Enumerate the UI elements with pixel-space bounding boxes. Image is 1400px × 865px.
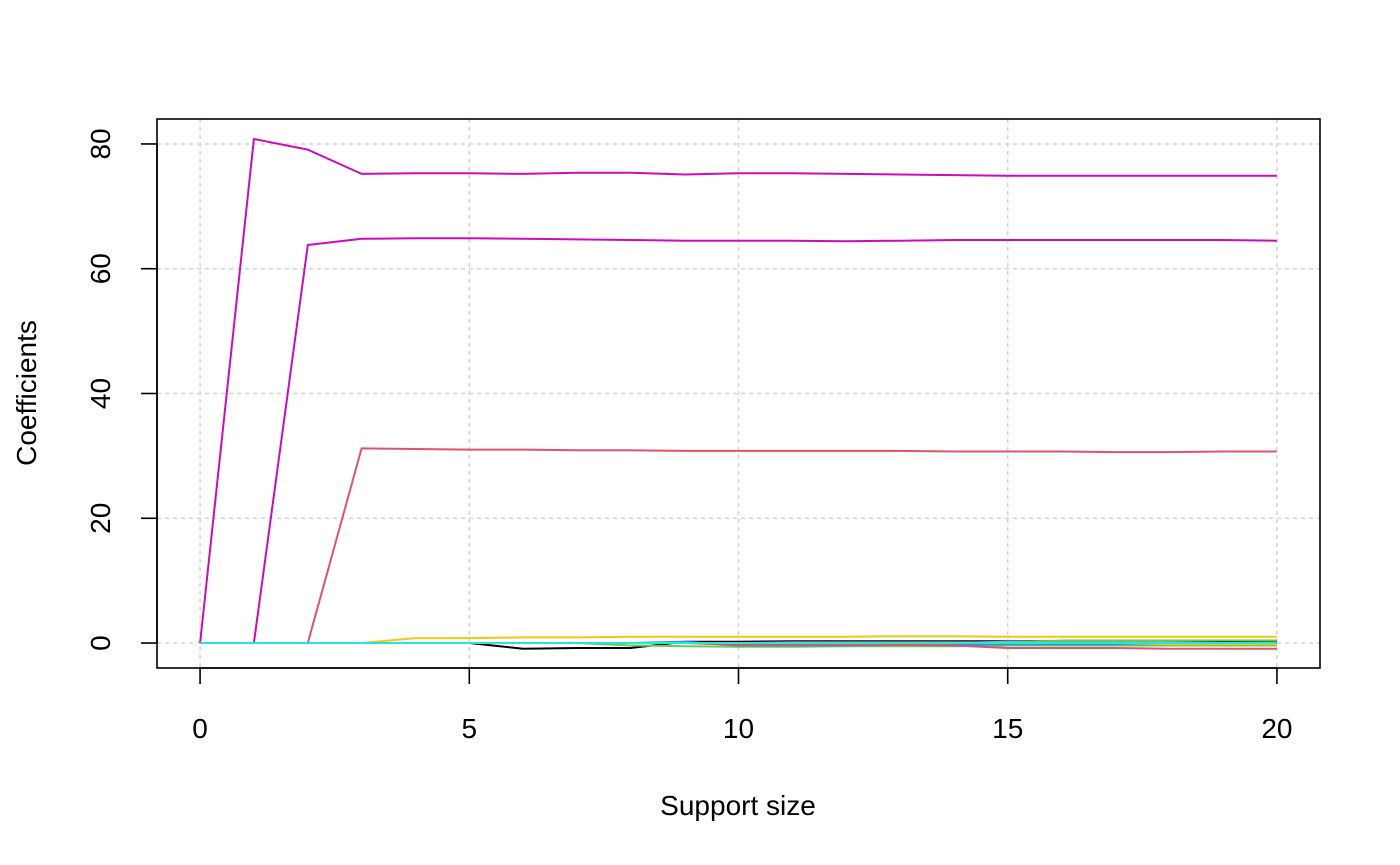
series-line-4 [200,635,1277,644]
x-tick-label: 20 [1261,713,1292,744]
x-axis-label: Support size [660,790,816,821]
grid [157,119,1320,668]
axes: 0 5 10 15 20 0 20 40 60 80 [85,128,1293,744]
x-tick-label: 15 [992,713,1023,744]
y-tick-label: 80 [85,128,116,159]
x-tick-label: 0 [192,713,208,744]
series-line-1 [199,138,1277,644]
series-lines [199,138,1277,650]
x-tick-label: 5 [461,713,477,744]
series-line-3 [200,447,1277,644]
y-tick-label: 0 [85,635,116,651]
y-tick-label: 40 [85,378,116,409]
y-tick-label: 20 [85,503,116,534]
series-line-2 [200,237,1277,644]
y-axis-label: Coefficients [11,320,42,466]
y-tick-label: 60 [85,253,116,284]
x-tick-label: 10 [723,713,754,744]
